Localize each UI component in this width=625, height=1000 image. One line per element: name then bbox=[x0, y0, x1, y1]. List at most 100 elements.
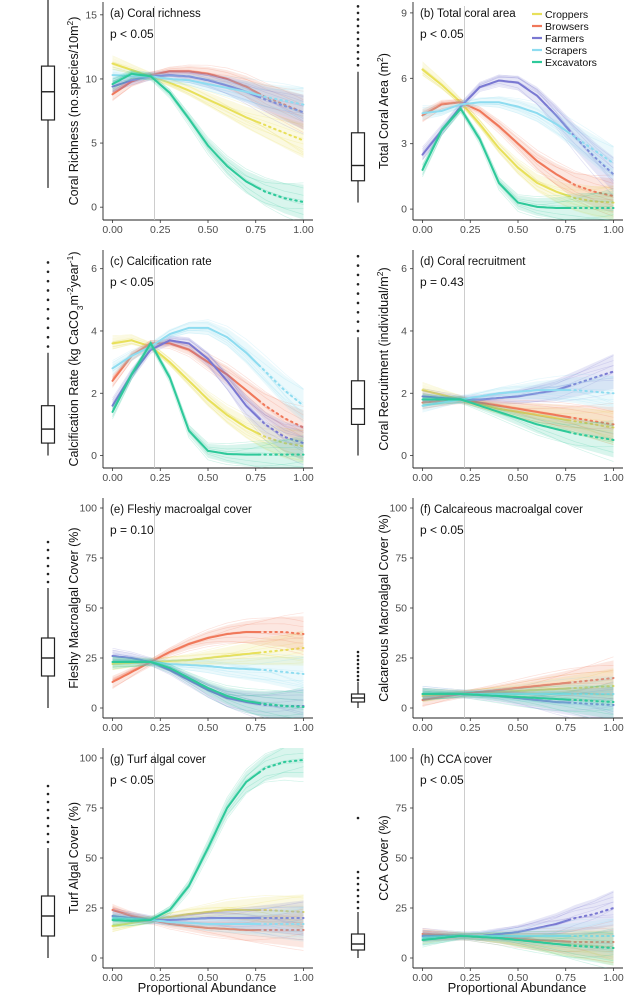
p-value: p = 0.43 bbox=[420, 275, 464, 289]
series-tail-browsers bbox=[567, 677, 615, 684]
series-tail-browsers bbox=[567, 416, 615, 426]
y-tick-label: 0 bbox=[91, 953, 97, 965]
series-line-browsers bbox=[421, 101, 570, 183]
series-draw-excavators bbox=[422, 691, 614, 704]
series-draw-farmers bbox=[422, 74, 614, 184]
boxplot-outlier bbox=[46, 548, 50, 552]
series-draw-croppers bbox=[422, 61, 614, 217]
series-draw-scrapers bbox=[422, 676, 614, 694]
series-line-excavators bbox=[421, 107, 570, 209]
x-tick-label: 0.50 bbox=[508, 224, 529, 236]
panel-f: 0 25 50 75 100 0.00 0.25 0.50 0.75 1.00 (f) Calcar… bbox=[350, 498, 624, 734]
y-tick-label: 50 bbox=[395, 603, 407, 615]
x-tick-label: 1.00 bbox=[293, 224, 314, 236]
series-draw-browsers bbox=[112, 623, 304, 681]
series-layer bbox=[111, 612, 305, 718]
series-draw-excavators bbox=[422, 934, 608, 968]
boxplot-outlier bbox=[46, 784, 50, 788]
series-draw-croppers bbox=[422, 72, 614, 208]
series-line-scrapers bbox=[421, 389, 570, 407]
series-tail-excavators bbox=[567, 431, 615, 441]
y-tick-label: 50 bbox=[85, 603, 97, 615]
series-draw-scrapers bbox=[112, 67, 304, 116]
series-draw-scrapers bbox=[422, 696, 614, 704]
series-draw-scrapers bbox=[112, 657, 304, 669]
boxplot-outlier bbox=[356, 666, 360, 670]
y-tick-label: 6 bbox=[91, 263, 97, 275]
series-band-excavators bbox=[422, 930, 614, 966]
series-draw-scrapers bbox=[422, 392, 614, 409]
series-draw-scrapers bbox=[422, 935, 614, 941]
series-band-scrapers bbox=[422, 375, 614, 412]
series-tail-browsers bbox=[257, 631, 305, 635]
series-layer bbox=[111, 748, 305, 951]
boxplot bbox=[350, 816, 366, 958]
series-band-croppers bbox=[112, 894, 304, 933]
x-axis-label-right: Proportional Abundance bbox=[448, 980, 587, 995]
boxplot-outlier bbox=[356, 888, 360, 892]
boxplot-outlier bbox=[356, 816, 360, 820]
series-draw-croppers bbox=[112, 55, 304, 155]
series-draw-scrapers bbox=[422, 931, 614, 945]
boxplot bbox=[350, 254, 366, 456]
series-line-browsers bbox=[111, 909, 260, 931]
boxplot-outlier bbox=[46, 317, 50, 320]
series-draw-excavators bbox=[422, 396, 614, 442]
series-draw-scrapers bbox=[422, 685, 614, 706]
series-draw-scrapers bbox=[112, 653, 304, 662]
series-draw-scrapers bbox=[422, 97, 614, 173]
x-tick-label: 0.00 bbox=[412, 972, 433, 984]
series-draw-excavators bbox=[112, 748, 284, 920]
legend-label-excavators: Excavators bbox=[545, 57, 597, 69]
x-tick-label: 0.50 bbox=[508, 722, 529, 734]
boxplot-outlier bbox=[46, 540, 50, 544]
series-draw-croppers bbox=[422, 938, 614, 953]
p-value: p < 0.05 bbox=[420, 773, 464, 787]
boxplot-outlier bbox=[46, 307, 50, 311]
series-band-excavators bbox=[112, 340, 304, 468]
series-draw-excavators bbox=[422, 403, 614, 448]
y-tick-label: 50 bbox=[395, 853, 407, 865]
series-draw-farmers bbox=[112, 71, 304, 120]
boxplot-outlier bbox=[46, 840, 50, 844]
x-tick-label: 0.25 bbox=[460, 472, 481, 484]
x-tick-label: 1.00 bbox=[603, 722, 624, 734]
series-tail-excavators bbox=[257, 759, 305, 774]
y-tick-label: 2 bbox=[91, 388, 97, 400]
series-band-farmers bbox=[422, 75, 614, 192]
series-draw-farmers bbox=[422, 76, 614, 169]
series-draw-scrapers bbox=[422, 919, 614, 945]
boxplot-outlier bbox=[356, 37, 360, 41]
series-tail-croppers bbox=[257, 909, 305, 913]
series-line-scrapers bbox=[111, 917, 260, 925]
series-draw-farmers bbox=[112, 910, 304, 919]
boxplot-box bbox=[350, 380, 366, 425]
x-tick-label: 0.00 bbox=[412, 472, 433, 484]
boxplot-outlier bbox=[356, 654, 360, 658]
y-tick-label: 4 bbox=[91, 325, 97, 337]
series-tail-croppers bbox=[257, 647, 305, 654]
series-draw-croppers bbox=[112, 334, 304, 460]
boxplot bbox=[350, 5, 366, 203]
x-tick-label: 0.50 bbox=[198, 472, 219, 484]
boxplot-outlier bbox=[356, 329, 360, 333]
boxplot-outlier bbox=[46, 792, 50, 796]
series-band-farmers bbox=[422, 890, 614, 943]
boxplot-outlier bbox=[46, 564, 50, 568]
series-line-scrapers bbox=[421, 101, 570, 134]
series-tail-browsers bbox=[257, 399, 305, 429]
legend-label-farmers: Farmers bbox=[545, 33, 584, 45]
series-line-excavators bbox=[111, 771, 260, 923]
x-tick-label: 0.00 bbox=[102, 972, 123, 984]
series-band-browsers bbox=[112, 65, 304, 130]
series-draw-excavators bbox=[422, 692, 614, 696]
y-tick-label: 0 bbox=[91, 703, 97, 715]
series-draw-croppers bbox=[112, 337, 304, 433]
series-line-scrapers bbox=[111, 74, 260, 97]
boxplot-outlier bbox=[356, 292, 360, 295]
series-draw-scrapers bbox=[112, 914, 304, 937]
boxplot bbox=[40, 0, 56, 188]
panels-layer: 0 5 10 15 0.00 0.25 0.50 0.75 1.00 (a) Coral rich… bbox=[40, 0, 624, 984]
series-tail-farmers bbox=[567, 907, 615, 921]
